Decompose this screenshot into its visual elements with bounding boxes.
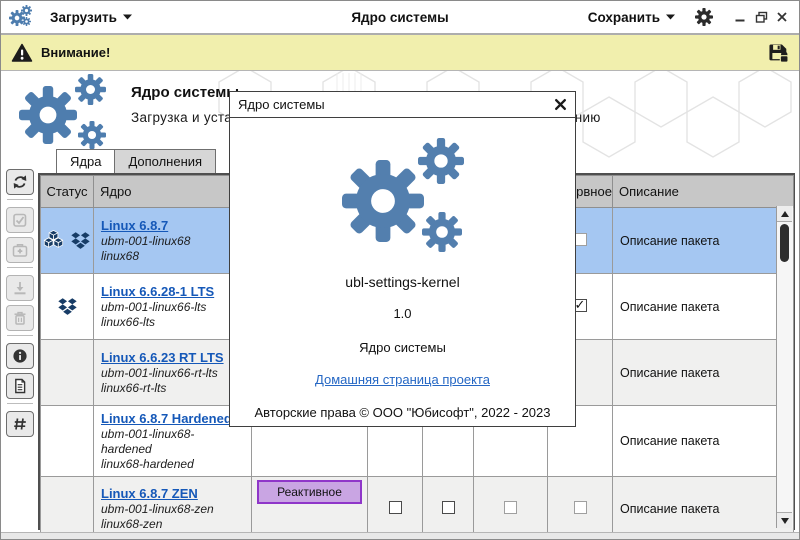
kernel-link[interactable]: Linux 6.6.23 RT LTS <box>101 350 224 365</box>
trash-icon <box>14 311 26 325</box>
scrollbar-thumb[interactable] <box>780 224 789 262</box>
select-all-button[interactable] <box>6 207 34 233</box>
cubes-icon <box>43 230 64 251</box>
status-cell <box>40 405 94 477</box>
license-button[interactable] <box>6 373 34 399</box>
document-icon <box>15 378 26 394</box>
warning-text: Внимание! <box>41 45 111 60</box>
package-add-button[interactable] <box>6 237 34 263</box>
warning-icon <box>11 43 33 62</box>
scroll-up-button[interactable] <box>777 206 792 222</box>
kernel-id: linux68-zen <box>101 517 163 531</box>
triangle-down-icon <box>780 517 789 524</box>
dialog-package-name: ubl-settings-kernel <box>345 274 460 290</box>
dialog-version: 1.0 <box>393 306 412 321</box>
column-status[interactable]: Статус <box>40 175 94 208</box>
description-cell: Описание пакета <box>612 339 794 406</box>
dialog-title-bar: Ядро системы <box>230 92 575 118</box>
status-badge: Реактивное <box>257 480 362 504</box>
case-plus-icon <box>12 244 28 257</box>
column-description[interactable]: Описание <box>612 175 794 208</box>
refresh-icon <box>13 175 27 189</box>
info-button[interactable] <box>6 343 34 369</box>
description-cell: Описание пакета <box>612 405 794 477</box>
load-menu-button[interactable]: Загрузить <box>44 9 138 26</box>
dialog-close-button[interactable] <box>554 98 567 111</box>
dialog-title: Ядро системы <box>238 97 325 112</box>
dialog-gears-logo-icon <box>328 132 478 257</box>
kernel-id: linux68-hardened <box>101 457 194 471</box>
app-logo-gears-icon <box>19 74 115 154</box>
dropbox-icon <box>57 296 78 317</box>
tab-addons[interactable]: Дополнения <box>115 149 217 173</box>
tab-kernels[interactable]: Ядра <box>56 149 116 173</box>
kernel-package: ubm-001-linux68-hardened <box>101 427 195 456</box>
chevron-down-icon <box>666 14 675 20</box>
kernel-link[interactable]: Linux 6.8.7 <box>101 218 169 233</box>
chevron-down-icon <box>122 14 132 20</box>
tab-bar: Ядра Дополнения <box>56 149 217 173</box>
description-cell: Описание пакета <box>612 476 794 539</box>
close-button[interactable] <box>775 10 789 24</box>
checkbox[interactable] <box>441 500 455 514</box>
download-icon <box>14 282 26 295</box>
kernel-id: linux66-rt-lts <box>101 381 167 395</box>
checkbox[interactable] <box>573 500 587 514</box>
save-lock-icon[interactable] <box>767 42 789 64</box>
description-cell: Описание пакета <box>612 207 794 274</box>
side-toolbar <box>4 169 36 441</box>
status-cell <box>40 339 94 406</box>
triangle-up-icon <box>780 210 789 217</box>
checkbox-check-icon <box>13 213 27 227</box>
maximize-button[interactable] <box>754 10 768 24</box>
main-content: Ядро системы Загрузка и установка ядер с… <box>1 71 799 539</box>
minimize-button[interactable] <box>733 10 747 24</box>
status-cell <box>40 476 94 539</box>
kernel-link[interactable]: Linux 6.6.28-1 LTS <box>101 284 215 299</box>
kernel-link[interactable]: Linux 6.8.7 ZEN <box>101 486 198 501</box>
title-bar: Загрузить Ядро системы Сохранить <box>1 1 799 35</box>
settings-gear-icon[interactable] <box>695 8 713 26</box>
download-button[interactable] <box>6 275 34 301</box>
homepage-link[interactable]: Домашняя страница проекта <box>315 372 490 387</box>
dropbox-icon <box>70 230 91 251</box>
delete-button[interactable] <box>6 305 34 331</box>
hash-icon <box>14 418 26 430</box>
kernel-id: linux68 <box>101 249 140 263</box>
kernel-link[interactable]: Linux 6.8.7 Hardened <box>101 411 232 426</box>
description-cell: Описание пакета <box>612 273 794 340</box>
kernel-package: ubm-001-linux68 <box>101 234 191 248</box>
numbers-button[interactable] <box>6 411 34 437</box>
info-icon <box>13 349 27 363</box>
about-dialog: Ядро системы ubl-settings-kernel 1.0 Ядр… <box>229 91 576 427</box>
column-kernel[interactable]: Ядро <box>93 175 252 208</box>
page-title: Ядро системы <box>131 84 240 101</box>
vertical-scrollbar[interactable] <box>776 206 793 528</box>
status-cell <box>40 273 94 340</box>
kernel-package: ubm-001-linux66-lts <box>101 300 207 314</box>
kernel-package: ubm-001-linux66-rt-lts <box>101 366 218 380</box>
scroll-down-button[interactable] <box>777 512 792 528</box>
dialog-copyright: Авторские права © ООО "Юбисофт", 2022 - … <box>254 405 551 420</box>
status-cell <box>40 207 94 274</box>
table-row[interactable]: Linux 6.8.7 ZEN ubm-001-linux68-zen linu… <box>40 476 794 539</box>
dialog-description: Ядро системы <box>359 340 446 355</box>
app-gears-icon <box>9 5 34 30</box>
kernel-id: linux66-lts <box>101 315 156 329</box>
checkbox[interactable] <box>388 500 402 514</box>
warning-bar: Внимание! <box>1 35 799 71</box>
checkbox[interactable] <box>504 500 517 514</box>
kernel-package: ubm-001-linux68-zen <box>101 502 214 516</box>
window-title: Ядро системы <box>351 9 449 25</box>
window-bottom-frame <box>1 532 799 539</box>
refresh-button[interactable] <box>6 169 34 195</box>
save-menu-button[interactable]: Сохранить <box>582 9 681 26</box>
